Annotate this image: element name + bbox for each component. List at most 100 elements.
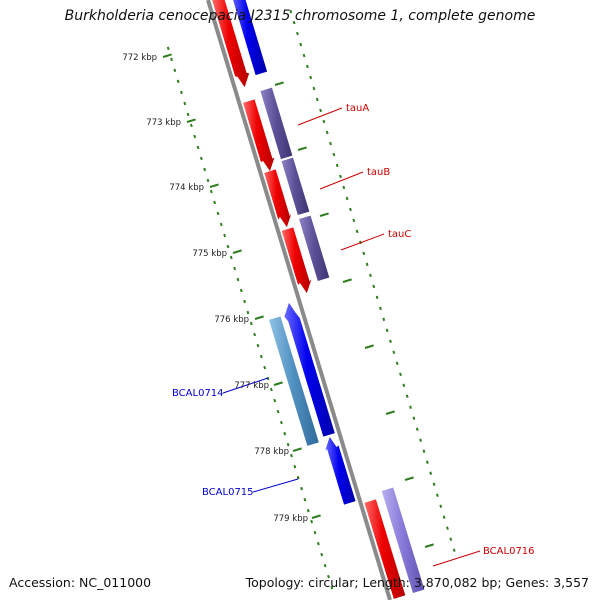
outer-scale-dot [369,273,372,278]
outer-scale-dot [425,460,429,464]
scale-tick [162,53,172,58]
inner-scale-dot [296,475,300,480]
outer-scale-dot [439,504,443,508]
inner-scale-dot [223,233,227,238]
inner-scale-dot [239,288,243,293]
outer-scale-dot [289,9,293,14]
accession-text: Accession: NC_011000 [9,575,152,590]
gene-label-BCAL0716[interactable]: BCAL0716 [483,546,535,557]
gene-tauB [281,157,310,216]
outer-scale-dot [335,163,339,168]
outer-scale-dot [339,174,342,179]
inner-scale-dot [253,332,257,337]
cds-BCAL0716 [364,499,406,599]
inner-scale-dot [263,365,267,370]
scale-tick [424,543,434,548]
genome-backbone [206,0,392,601]
inner-scale-dot [216,211,220,216]
gene-label-BCAL0715[interactable]: BCAL0715 [202,487,254,498]
cds-tauC [281,227,312,294]
gene-label-tauA[interactable]: tauA [346,103,369,114]
scale-labels: 772 kbp 773 kbp 774 kbp 775 kbp 776 kbp … [122,53,308,524]
inner-scale-dot [259,354,263,359]
scale-tick [209,183,219,188]
inner-scale-dot [206,178,210,183]
outer-scale-dot [329,141,332,146]
outer-scale-dot [365,262,369,267]
callout-BCAL0715 [252,478,299,493]
outer-scale-dot [372,284,376,289]
scale-label: 779 kbp [273,514,308,524]
outer-scale-dot [296,31,299,36]
inner-scale-dot [209,189,213,194]
gene-forward [233,0,268,76]
gene-callouts [222,107,481,567]
outer-scale-dot [409,405,412,410]
inner-scale-dot [249,321,253,326]
outer-scale-dot [429,471,433,475]
outer-scale-dot [405,394,409,399]
outer-scale-dot [322,119,326,124]
callout-tauB [319,171,364,190]
inner-scale-dot [193,134,197,139]
gene-label-tauC[interactable]: tauC [388,229,411,240]
inner-scale-dot [327,574,330,579]
inner-scale-dot [229,255,233,260]
inner-scale-dot [300,486,303,491]
gene-label-tauB[interactable]: tauB [367,167,390,178]
gene-features [212,0,425,599]
inner-scale-dot [199,156,203,161]
outer-scale-dot [362,251,366,256]
scale-tick [274,81,284,86]
inner-scale-dot [306,508,310,513]
outer-scale-dot [352,218,356,223]
inner-scale-dot [190,123,193,128]
cds-BCAL0714 [284,302,335,437]
scale-tick [342,278,352,283]
scale-tick [385,410,395,415]
scale-label: 772 kbp [122,53,157,63]
callout-BCAL0714 [222,377,269,394]
scale-tick [311,514,321,519]
inner-scale-dot [303,497,307,502]
inner-scale-dot [323,563,327,568]
outer-scale-dot [392,350,396,355]
inner-scale-dot [213,200,217,205]
inner-scale-dot [170,57,173,62]
outer-scale-dot [442,515,446,519]
scale-label: 774 kbp [169,183,204,193]
inner-scale-dot [180,90,183,95]
outer-scale-dot [315,97,319,102]
outer-scale-dot [432,482,436,486]
scale-tracks [166,9,456,590]
outer-scale-dot [436,493,439,497]
outer-scale-dot [415,427,419,431]
inner-scale-dot [236,277,240,282]
gene-label-BCAL0714[interactable]: BCAL0714 [172,388,224,399]
inner-scale-dot [269,387,273,392]
inner-scale-dot [233,266,237,271]
inner-scale-dot [226,244,230,249]
inner-scale-dot [293,464,297,469]
outer-scale-dot [355,229,359,234]
inner-scale-dot [219,222,223,227]
cds-forward [212,0,250,88]
inner-scale-dot [176,79,180,84]
scale-label: 778 kbp [254,447,289,457]
scale-label: 775 kbp [192,249,227,259]
scale-tick [319,212,329,217]
outer-scale-dot [302,53,306,58]
scale-tick [186,118,196,123]
callout-tauC [340,233,385,251]
outer-scale-dot [385,328,389,333]
gene-BCAL0714 [268,316,319,446]
outer-scale-dot [332,152,336,157]
scale-tick [292,447,302,452]
outer-scale-dot [325,130,329,135]
cds-tauA [243,99,275,172]
scale-tick [273,381,283,386]
genome-summary: Topology: circular; Length: 3,870,082 bp… [245,575,589,590]
scale-label: 773 kbp [146,118,181,128]
inner-scale-dot [186,112,190,117]
